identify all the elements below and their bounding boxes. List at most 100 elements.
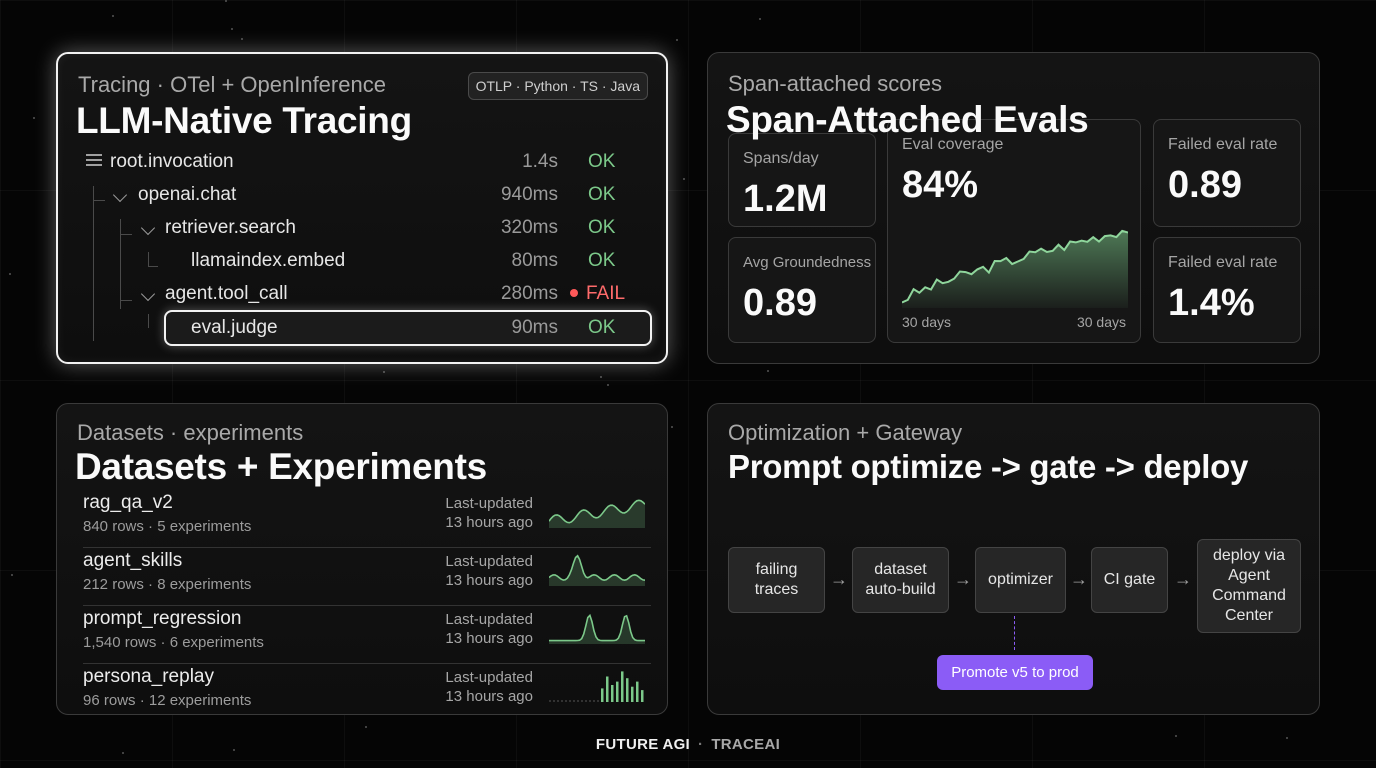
span-name: root.invocation (110, 151, 234, 172)
stat-card-groundedness[interactable]: Avg Groundedness 0.89 (728, 237, 876, 343)
bar-sparkline (549, 671, 644, 702)
dataset-updated: Last-updated 13 hours ago (403, 494, 533, 532)
brand-name: FUTURE AGI (595, 736, 691, 753)
spark-bar (601, 688, 604, 702)
star-dot (759, 18, 761, 20)
dataset-updated: Last-updated 13 hours ago (403, 610, 533, 648)
dataset-row[interactable]: rag_qa_v2 840 rows · 5 experiments Last-… (83, 490, 651, 548)
spark-area (549, 615, 645, 644)
tree-guide (148, 314, 149, 328)
updated-label: Last-updated (445, 669, 533, 686)
star-dot (1175, 735, 1177, 737)
coverage-area-chart (902, 229, 1128, 308)
sdk-chip[interactable]: OTLP · Python · TS · Java (467, 72, 648, 100)
stat-value: 0.89 (1168, 164, 1242, 206)
tree-guide (120, 219, 121, 309)
stat-label: Spans/day (743, 150, 819, 167)
stat-value: 1.4% (1168, 282, 1255, 324)
fail-label: FAIL (586, 283, 626, 304)
dataset-meta: 1,540 rows · 6 experiments (83, 634, 264, 651)
dataset-name: prompt_regression (83, 608, 242, 629)
datasets-kicker: Datasets · experiments (77, 420, 304, 445)
promote-connector (1014, 616, 1015, 650)
dataset-name: persona_replay (83, 666, 214, 687)
dataset-name: agent_skills (83, 550, 183, 571)
spark-bar (621, 671, 624, 702)
star-dot (225, 0, 227, 2)
stat-card-spans[interactable]: Spans/day 1.2M (728, 133, 876, 227)
step-deploy[interactable]: deploy via Agent Command Center (1197, 539, 1301, 633)
span-duration: 280ms (500, 283, 558, 304)
updated-label: Last-updated (445, 553, 533, 570)
chevron-down-icon[interactable] (140, 220, 156, 236)
star-dot (241, 38, 243, 40)
star-dot (1286, 737, 1288, 739)
span-status: OK (588, 250, 616, 271)
list-icon (86, 154, 102, 169)
arrow-right-icon: → (954, 569, 972, 589)
dataset-row[interactable]: prompt_regression 1,540 rows · 6 experim… (83, 606, 651, 664)
span-row[interactable]: retriever.search 320ms OK (58, 212, 666, 244)
updated-value: 13 hours ago (445, 688, 533, 705)
selected-span-highlight[interactable] (164, 310, 652, 346)
span-status: OK (588, 151, 616, 172)
spark-bar (631, 686, 634, 702)
chevron-down-icon[interactable] (112, 187, 128, 203)
chart-foot-right: 30 days (1076, 314, 1126, 330)
span-row[interactable]: root.invocation 1.4s OK (58, 146, 666, 178)
updated-value: 13 hours ago (445, 630, 533, 647)
star-dot (112, 15, 114, 17)
span-row[interactable]: openai.chat 940ms OK (58, 179, 666, 211)
sparkline (549, 613, 645, 644)
spark-line (549, 499, 645, 524)
coverage-line (902, 229, 1128, 304)
dataset-row[interactable]: persona_replay 96 rows · 12 experiments … (83, 664, 651, 722)
arrow-right-icon: → (830, 569, 848, 589)
spark-line (549, 613, 645, 642)
span-row[interactable]: agent.tool_call 280ms FAIL (58, 278, 666, 310)
datasets-panel[interactable]: Datasets · experiments Datasets + Experi… (56, 403, 668, 715)
stat-card-coverage[interactable]: Eval coverage 84% 30 days 30 days (887, 119, 1141, 343)
star-dot (671, 426, 673, 428)
star-dot (683, 178, 685, 180)
span-name: eval.judge (191, 317, 278, 338)
optimization-title: Prompt optimize -> gate -> deploy (728, 448, 1249, 485)
dataset-meta: 212 rows · 8 experiments (83, 576, 252, 593)
spark-area (549, 555, 645, 586)
step-optimizer[interactable]: optimizer (975, 547, 1066, 613)
step-failing-traces[interactable]: failing traces (728, 547, 825, 613)
stat-card-failed-rate-pct[interactable]: Failed eval rate 1.4% (1153, 237, 1301, 343)
span-name: openai.chat (138, 184, 237, 205)
dataset-row[interactable]: agent_skills 212 rows · 8 experiments La… (83, 548, 651, 606)
dataset-meta: 840 rows · 5 experiments (83, 518, 252, 535)
spark-line (549, 554, 645, 582)
arrow-right-icon: → (1070, 569, 1088, 589)
spark-bar (636, 681, 639, 702)
spark-bar (641, 690, 644, 702)
datasets-title: Datasets + Experiments (75, 446, 487, 487)
star-dot (33, 117, 35, 119)
arrow-right-icon: → (1174, 569, 1192, 589)
step-ci-gate[interactable]: CI gate (1091, 547, 1168, 613)
dataset-meta: 96 rows · 12 experiments (83, 692, 252, 709)
evals-panel[interactable]: Span-attached scores Spans/day 1.2M Avg … (707, 52, 1320, 364)
star-dot (122, 752, 124, 754)
updated-value: 13 hours ago (445, 572, 533, 589)
stat-label: Avg Groundedness (743, 254, 872, 271)
span-row[interactable]: llamaindex.embed 80ms OK (58, 245, 666, 277)
sparkline (549, 554, 645, 586)
updated-value: 13 hours ago (445, 514, 533, 531)
promote-button[interactable]: Promote v5 to prod (937, 655, 1093, 690)
span-duration: 1.4s (522, 151, 558, 172)
chevron-down-icon[interactable] (140, 286, 156, 302)
star-dot (365, 726, 367, 728)
dataset-updated: Last-updated 13 hours ago (403, 552, 533, 590)
optimization-panel[interactable]: Optimization + Gateway Prompt optimize -… (707, 403, 1320, 715)
step-dataset-auto-build[interactable]: dataset auto-build (852, 547, 949, 613)
span-row-selected[interactable]: eval.judge 90ms OK (58, 312, 666, 344)
dataset-name: rag_qa_v2 (83, 492, 173, 513)
tree-guide (148, 266, 158, 267)
span-name: retriever.search (165, 217, 296, 238)
stat-card-failed-rate[interactable]: Failed eval rate 0.89 (1153, 119, 1301, 227)
tracing-panel[interactable]: Tracing · OTel + OpenInference LLM-Nativ… (56, 52, 668, 364)
